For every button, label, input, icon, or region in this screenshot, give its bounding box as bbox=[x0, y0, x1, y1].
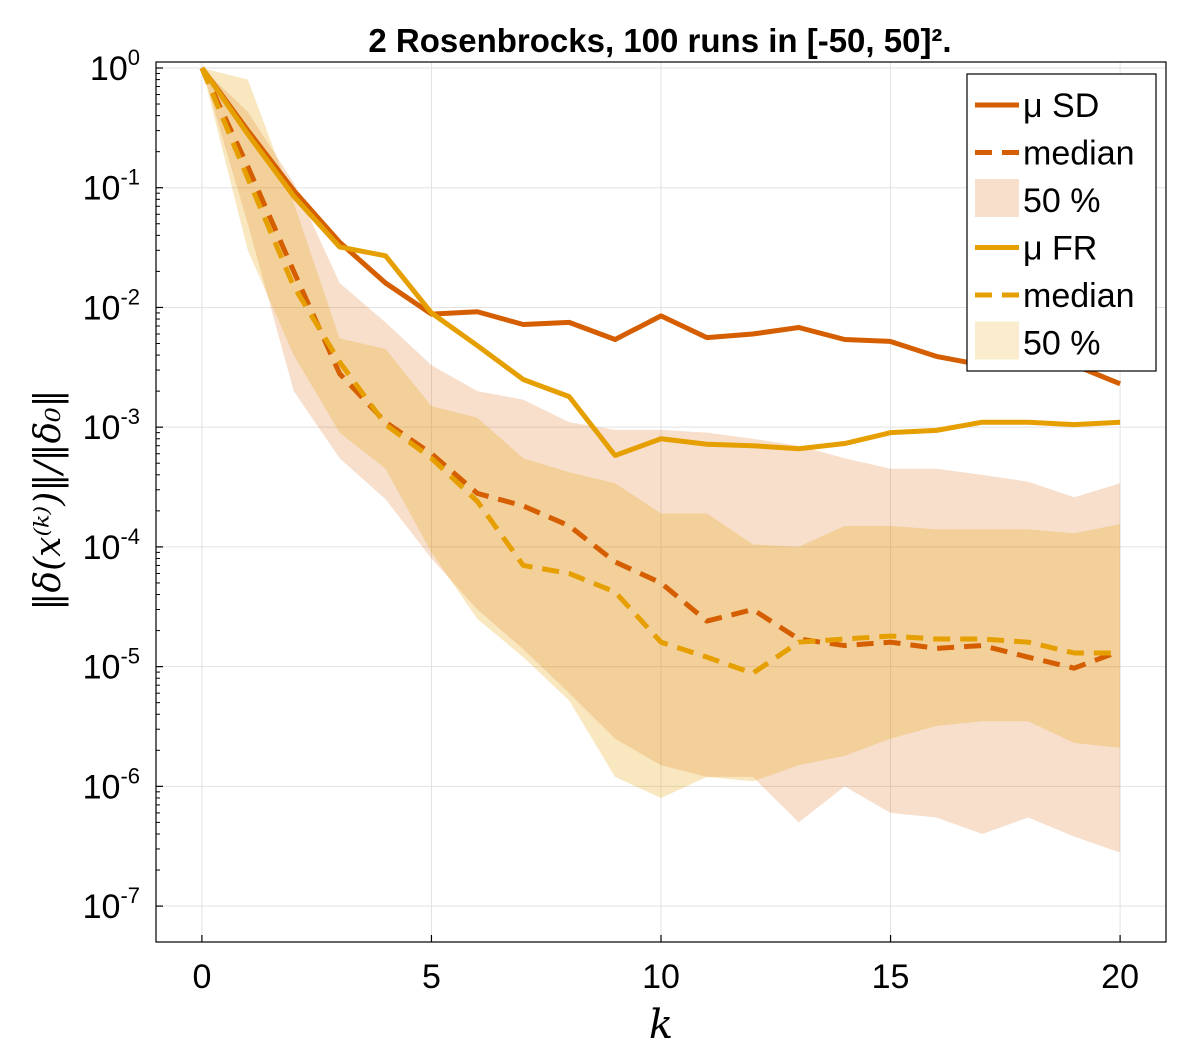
x-axis-ticks: 0 5 10 15 20 bbox=[192, 935, 1139, 996]
y-tick-exponent: -3 bbox=[120, 404, 140, 429]
legend-label: median bbox=[1023, 277, 1135, 315]
series-line-3 bbox=[199, 67, 1121, 676]
x-tick-label: 10 bbox=[642, 958, 680, 996]
legend-label: μ FR bbox=[1023, 230, 1097, 268]
y-tick-exponent: -6 bbox=[120, 763, 140, 788]
y-tick-label: 10-2 bbox=[83, 284, 140, 327]
band-0 bbox=[201, 67, 1121, 853]
legend-label: μ SD bbox=[1023, 87, 1099, 125]
y-tick-label: 10-6 bbox=[83, 763, 140, 806]
x-tick-label: 5 bbox=[422, 958, 441, 996]
legend: μ SD median 50 % μ FR median 50 % bbox=[966, 73, 1157, 372]
legend-swatch-band bbox=[975, 179, 1019, 217]
series-line-2 bbox=[199, 66, 1121, 458]
band-1 bbox=[201, 67, 1121, 798]
legend-label: 50 % bbox=[1023, 325, 1101, 363]
y-tick-label: 10-5 bbox=[83, 644, 140, 687]
x-axis-label: k bbox=[649, 1002, 673, 1048]
y-tick-label: 10-3 bbox=[83, 404, 140, 447]
chart-title: 2 Rosenbrocks, 100 runs in [-50, 50]². bbox=[368, 22, 951, 59]
y-tick-label: 100 bbox=[90, 45, 140, 88]
bands bbox=[201, 67, 1121, 853]
y-tick-exponent: -2 bbox=[120, 284, 140, 309]
y-tick-exponent: 0 bbox=[128, 45, 140, 70]
y-tick-base: 10 bbox=[83, 170, 121, 208]
y-tick-exponent: -1 bbox=[120, 165, 140, 190]
y-tick-label: 10-1 bbox=[83, 165, 140, 208]
y-tick-base: 10 bbox=[83, 409, 121, 447]
x-tick-label: 20 bbox=[1101, 958, 1139, 996]
y-tick-exponent: -5 bbox=[120, 644, 140, 669]
y-tick-base: 10 bbox=[83, 649, 121, 687]
y-tick-label: 10-7 bbox=[83, 883, 140, 926]
legend-label: 50 % bbox=[1023, 182, 1101, 220]
series-line-1 bbox=[199, 66, 1121, 671]
y-tick-exponent: -7 bbox=[120, 883, 140, 908]
y-tick-base: 10 bbox=[90, 50, 128, 88]
y-tick-label: 10-4 bbox=[83, 524, 140, 567]
y-tick-base: 10 bbox=[83, 888, 121, 926]
x-tick-label: 0 bbox=[192, 958, 211, 996]
y-tick-base: 10 bbox=[83, 289, 121, 327]
legend-label: median bbox=[1023, 135, 1135, 173]
grid bbox=[156, 62, 1166, 942]
legend-swatch-band bbox=[975, 321, 1019, 360]
y-axis-label: ‖δ(x⁽ᵏ⁾)‖/‖δ₀‖ bbox=[28, 389, 69, 610]
y-tick-exponent: -4 bbox=[120, 524, 140, 549]
y-tick-base: 10 bbox=[83, 529, 121, 567]
x-tick-label: 15 bbox=[872, 958, 910, 996]
y-tick-base: 10 bbox=[83, 768, 121, 806]
legend-box bbox=[966, 73, 1157, 372]
